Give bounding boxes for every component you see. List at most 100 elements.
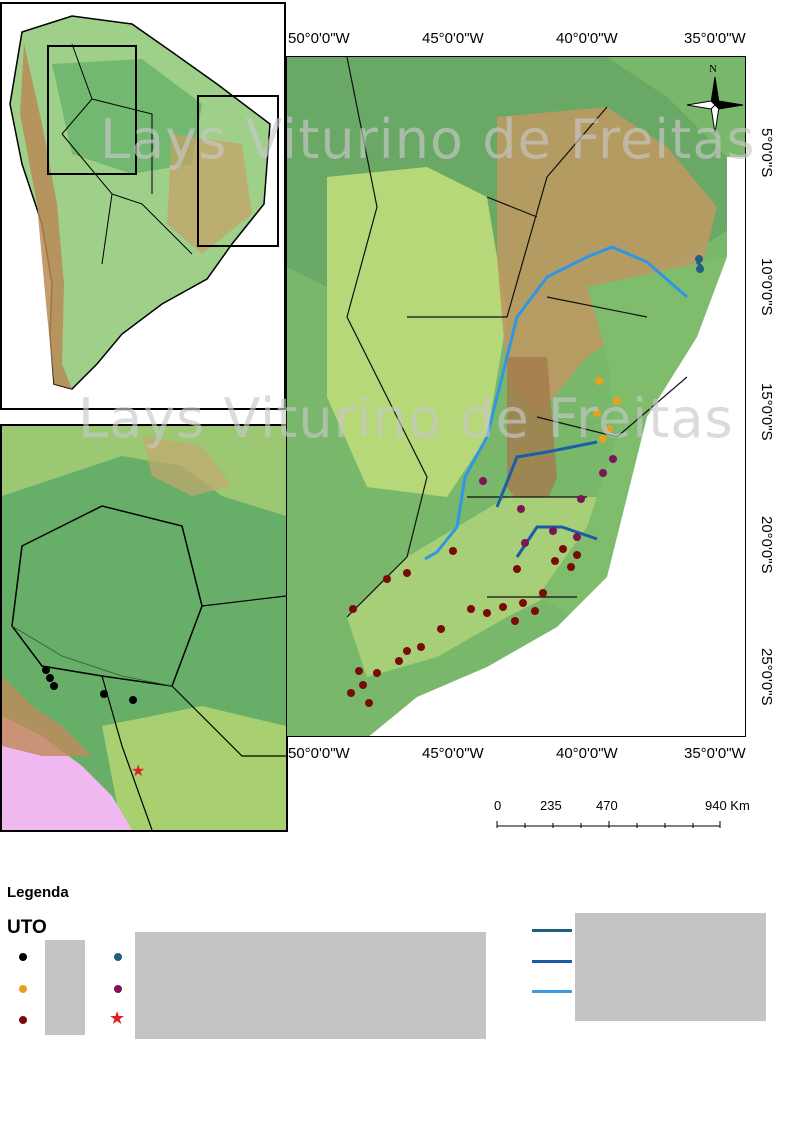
uto-point-darkred — [567, 563, 575, 571]
top-axis-label: 35°0'0"W — [684, 30, 746, 47]
uto-point-purple — [573, 533, 581, 541]
scale-label: 940 Km — [705, 798, 750, 813]
uto-point-orange — [613, 397, 621, 405]
compass-rose-icon — [686, 76, 744, 134]
legend-star-icon: ★ — [109, 1008, 126, 1028]
bottom-axis-label: 40°0'0"W — [556, 745, 618, 762]
uto-point-purple — [609, 455, 617, 463]
north-label: N — [709, 63, 717, 75]
legend-dot-black — [19, 953, 27, 961]
star-marker-icon: ★ — [131, 763, 146, 780]
uto-point-darkred — [559, 545, 567, 553]
right-axis-label: 20°0'0"S — [758, 516, 775, 574]
ocean-mask — [369, 157, 745, 736]
north-arrow: N — [685, 63, 745, 134]
uto-point-darkred — [403, 569, 411, 577]
uto-point-orange — [599, 435, 607, 443]
uto-point-purple — [479, 477, 487, 485]
uto-point-darkred — [449, 547, 457, 555]
uto-point-darkred — [383, 575, 391, 583]
uto-point-darkred — [551, 557, 559, 565]
uto-point-orange — [593, 409, 601, 417]
country-borders — [61, 43, 193, 265]
northern-highland — [2, 426, 286, 516]
inset-frame-east-brazil — [197, 95, 279, 247]
legend-redacted-block — [135, 932, 486, 1039]
uto-point-orange — [605, 425, 613, 433]
bottom-axis-label: 35°0'0"W — [684, 745, 746, 762]
uto-point-black — [50, 682, 58, 690]
legend-line-mid — [532, 960, 572, 963]
south-plateau — [102, 706, 286, 830]
uto-point-darkred — [483, 609, 491, 617]
andes-range — [20, 44, 72, 389]
uto-point-darkred — [531, 607, 539, 615]
uto-point-black — [46, 674, 54, 682]
river-sao-francisco — [424, 245, 688, 561]
legend-title: Legenda — [7, 884, 69, 901]
uto-point-darkred — [539, 589, 547, 597]
uto-point-darkred — [519, 599, 527, 607]
scale-bar — [496, 821, 721, 828]
brazilian-highland — [167, 134, 252, 254]
uto-point-darkred — [513, 565, 521, 573]
northeast-highland — [497, 107, 717, 417]
south-america-map — [9, 15, 279, 390]
top-axis-label: 50°0'0"W — [288, 30, 350, 47]
uto-point-purple — [577, 495, 585, 503]
bottom-axis-label: 50°0'0"W — [288, 745, 350, 762]
uto-point-blue — [695, 255, 703, 263]
uto-point-purple — [599, 469, 607, 477]
uto-point-darkred — [349, 605, 357, 613]
scale-label: 235 — [540, 798, 562, 813]
river-jequitinhonha — [495, 440, 598, 508]
andes-slope — [2, 676, 92, 756]
espinhaco-highland — [507, 357, 557, 527]
legend-group-title: UTO — [7, 917, 47, 938]
amazon-inset: ★ — [0, 424, 288, 832]
river-line — [11, 625, 173, 687]
top-axis-label: 40°0'0"W — [556, 30, 618, 47]
top-axis-label: 45°0'0"W — [422, 30, 484, 47]
legend-dot-blue — [114, 953, 122, 961]
south-america-inset — [0, 2, 286, 410]
uto-point-darkred — [437, 625, 445, 633]
uto-point-purple — [549, 527, 557, 535]
inset-frame-amazon — [47, 45, 137, 175]
uto-point-darkred — [365, 699, 373, 707]
state-borders — [101, 595, 286, 830]
legend-dot-darkred — [19, 1016, 27, 1024]
central-plateau — [327, 167, 507, 497]
uto-point-darkred — [573, 551, 581, 559]
right-axis-label: 15°0'0"S — [758, 383, 775, 441]
uto-point-darkred — [499, 603, 507, 611]
upland-patches — [142, 436, 232, 496]
amazon-map — [2, 426, 286, 830]
right-axis-label: 5°0'0"S — [758, 128, 775, 178]
legend-line-dark — [532, 929, 572, 932]
scale-label: 0 — [494, 798, 502, 813]
uto-point-orange — [595, 377, 603, 385]
uto-point-darkred — [417, 643, 425, 651]
state-borders — [346, 57, 688, 618]
uto-point-darkred — [403, 647, 411, 655]
coastal-strip — [537, 257, 727, 617]
uto-point-purple — [521, 539, 529, 547]
uto-point-black — [129, 696, 137, 704]
uto-point-darkred — [395, 657, 403, 665]
eastern-brazil-map — [287, 57, 745, 736]
legend-dot-purple — [114, 985, 122, 993]
uto-point-darkred — [355, 667, 363, 675]
scale-label: 470 — [596, 798, 618, 813]
southeast-upland — [347, 497, 617, 677]
uto-point-darkred — [511, 617, 519, 625]
uto-point-black — [42, 666, 50, 674]
uto-point-black — [100, 690, 108, 698]
right-axis-label: 10°0'0"S — [758, 258, 775, 316]
uto-point-blue — [696, 265, 704, 273]
main-map: N — [286, 56, 746, 737]
legend-dot-orange — [19, 985, 27, 993]
legend-redacted-block — [45, 940, 85, 1035]
right-axis-label: 25°0'0"S — [758, 648, 775, 706]
legend-redacted-block — [575, 913, 766, 1021]
